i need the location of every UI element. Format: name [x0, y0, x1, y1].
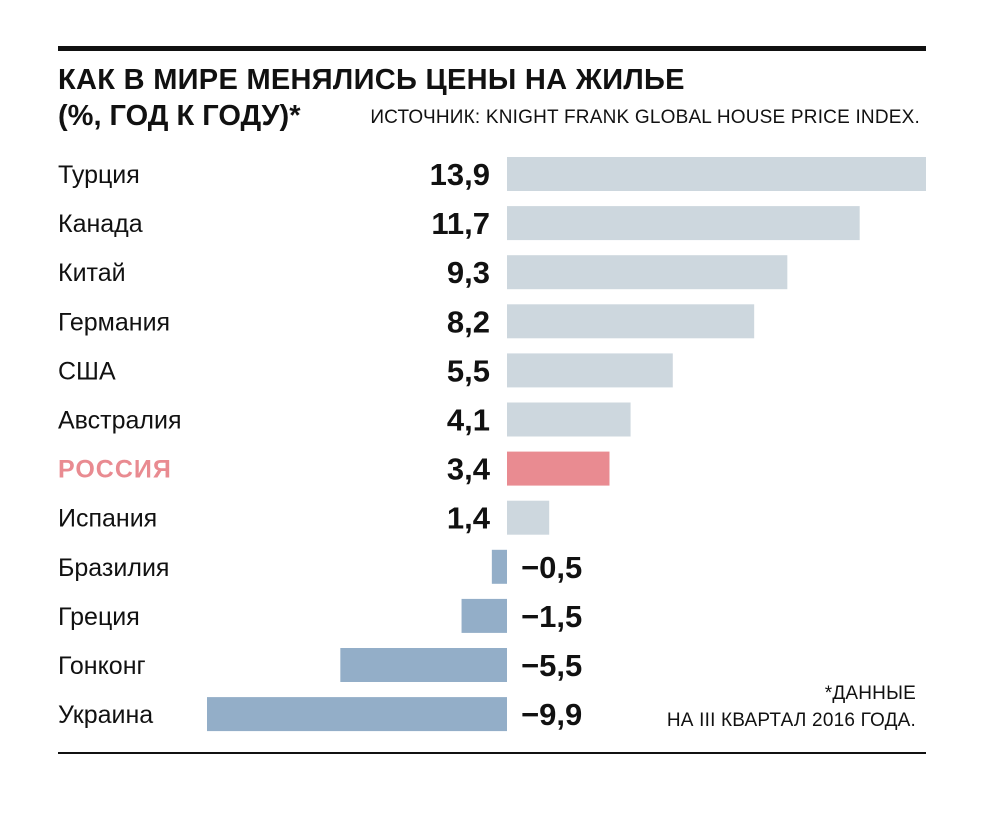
- bar-1: [507, 206, 860, 241]
- bottom-rule: [58, 752, 926, 754]
- value-label: −9,9: [521, 697, 582, 732]
- source-note: ИСТОЧНИК: KNIGHT FRANK GLOBAL HOUSE PRIC…: [370, 107, 920, 128]
- category-label: Испания: [58, 505, 157, 533]
- bar-3: [507, 304, 755, 339]
- value-label: 9,3: [447, 255, 490, 290]
- bar-7: [507, 500, 550, 535]
- chart-title: КАК В МИРЕ МЕНЯЛИСЬ ЦЕНЫ НА ЖИЛЬЕ: [58, 64, 685, 96]
- bar-5: [507, 402, 631, 437]
- footnote-line-2: НА III КВАРТАЛ 2016 ГОДА.: [666, 710, 916, 731]
- footnote: *ДАННЫЕ НА III КВАРТАЛ 2016 ГОДА.: [667, 680, 916, 734]
- chart-subtitle: (%, ГОД К ГОДУ)*: [58, 100, 301, 132]
- category-label: Греция: [58, 603, 140, 631]
- category-label: Германия: [58, 308, 170, 336]
- category-label: Канада: [58, 210, 143, 238]
- category-label: Гонконг: [58, 652, 146, 680]
- bar-9: [461, 598, 507, 633]
- category-label: Бразилия: [58, 554, 169, 582]
- bar-11: [207, 697, 507, 732]
- value-label: 4,1: [447, 403, 490, 438]
- top-rule: [58, 46, 926, 51]
- category-label: Китай: [58, 259, 126, 287]
- category-label: США: [58, 357, 116, 385]
- bar-0: [507, 157, 926, 191]
- bar-6: [507, 451, 610, 486]
- value-label: 11,7: [431, 206, 490, 241]
- bar-2: [507, 255, 788, 290]
- bar-8: [491, 549, 507, 584]
- value-label: −5,5: [521, 648, 582, 683]
- category-label: РОССИЯ: [58, 456, 172, 484]
- value-label: 5,5: [447, 353, 490, 388]
- value-label: −0,5: [521, 550, 582, 585]
- value-label: 13,9: [430, 157, 490, 192]
- value-label: 1,4: [447, 501, 491, 536]
- category-label: Украина: [58, 701, 153, 729]
- category-label: Турция: [58, 161, 140, 189]
- value-label: 8,2: [447, 304, 490, 339]
- bar-10: [340, 648, 507, 682]
- value-label: 3,4: [447, 452, 491, 487]
- bar-4: [507, 353, 673, 388]
- footnote-line-1: *ДАННЫЕ: [824, 683, 916, 704]
- value-label: −1,5: [521, 599, 582, 634]
- category-label: Австралия: [58, 407, 182, 435]
